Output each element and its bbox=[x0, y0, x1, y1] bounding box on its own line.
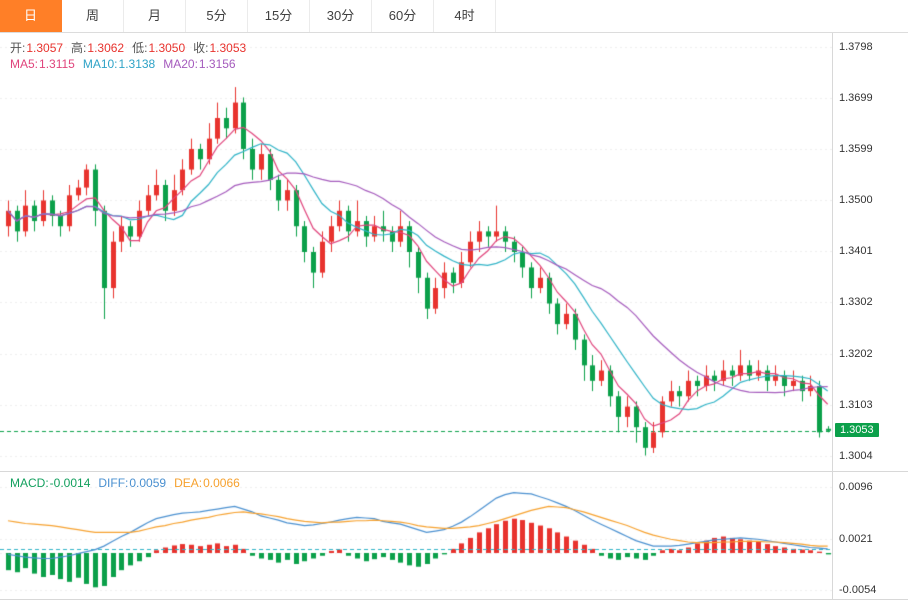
period-tab-3[interactable]: 5分 bbox=[186, 0, 248, 32]
period-tab-5[interactable]: 30分 bbox=[310, 0, 372, 32]
price-axis-label-0: 1.3798 bbox=[839, 40, 873, 53]
price-axis-label-6: 1.3202 bbox=[839, 348, 873, 361]
ma-item-1: MA10:1.3138 bbox=[82, 57, 156, 71]
period-tab-1[interactable]: 周 bbox=[62, 0, 124, 32]
period-tab-6[interactable]: 60分 bbox=[372, 0, 434, 32]
period-tab-7[interactable]: 4时 bbox=[434, 0, 496, 32]
macd-axis-label-1: 0.0021 bbox=[839, 532, 873, 545]
ma-item-0: MA5:1.3115 bbox=[10, 57, 75, 71]
ohlc-item-1: 高:1.3062 bbox=[71, 41, 125, 55]
macd-axis-label-2: -0.0054 bbox=[839, 584, 877, 597]
ohlc-item-3: 收:1.3053 bbox=[193, 41, 247, 55]
period-tab-4[interactable]: 15分 bbox=[248, 0, 310, 32]
ma-legend: MA5:1.3115 MA10:1.3138 MA20:1.3156 bbox=[10, 57, 244, 71]
last-price-tag: 1.3053 bbox=[835, 422, 879, 437]
price-axis-label-8: 1.3004 bbox=[839, 450, 873, 463]
macd-legend: MACD:-0.0014 DIFF:0.0059 DEA:0.0066 bbox=[10, 476, 248, 490]
ohlc-item-0: 开:1.3057 bbox=[10, 41, 64, 55]
price-axis-label-3: 1.3500 bbox=[839, 194, 873, 207]
price-axis-label-1: 1.3699 bbox=[839, 91, 873, 104]
price-axis: 1.3798 1.3699 1.3599 1.3500 1.3401 1.3302 1.32… bbox=[832, 33, 908, 599]
ohlc-item-2: 低:1.3050 bbox=[132, 41, 186, 55]
macd-axis-label-0: 0.0096 bbox=[839, 481, 873, 494]
macd-item-1: DIFF:0.0059 bbox=[98, 476, 167, 490]
price-axis-label-4: 1.3401 bbox=[839, 245, 873, 258]
macd-chart-canvas[interactable] bbox=[0, 472, 832, 599]
pane-divider bbox=[0, 471, 908, 472]
period-tab-0[interactable]: 日 bbox=[0, 0, 62, 32]
price-axis-label-7: 1.3103 bbox=[839, 399, 873, 412]
price-chart-canvas[interactable] bbox=[0, 33, 832, 471]
period-tab-2[interactable]: 月 bbox=[124, 0, 186, 32]
macd-item-0: MACD:-0.0014 bbox=[10, 476, 91, 490]
ma-item-2: MA20:1.3156 bbox=[163, 57, 236, 71]
macd-item-2: DEA:0.0066 bbox=[174, 476, 240, 490]
price-axis-label-5: 1.3302 bbox=[839, 296, 873, 309]
period-tabbar: 日周月 5分 15分 30分 60分 4时 bbox=[0, 0, 908, 33]
price-axis-label-2: 1.3599 bbox=[839, 143, 873, 156]
ohlc-legend: 开:1.3057 高:1.3062 低:1.3050 收:1.3053 bbox=[10, 39, 254, 56]
